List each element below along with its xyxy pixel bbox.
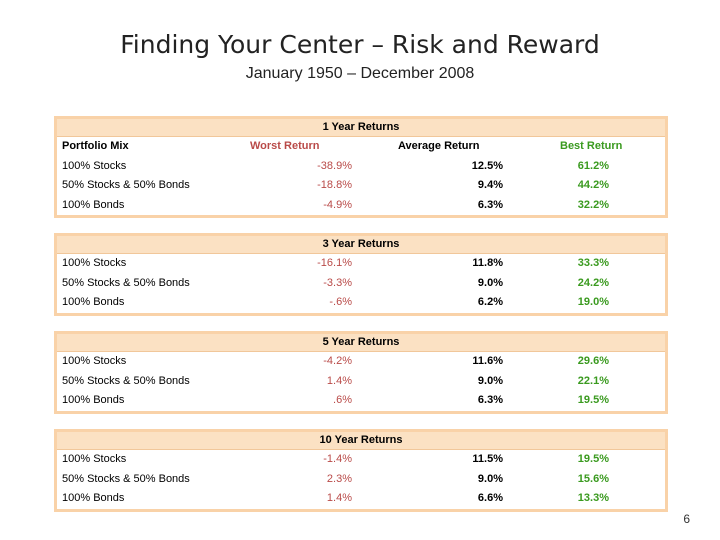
cell-mix: 100% Stocks	[62, 257, 127, 269]
cell-worst: 1.4%	[326, 492, 352, 504]
cell-worst: .6%	[333, 394, 352, 406]
cell-worst: -.6%	[329, 296, 352, 308]
returns-table-1-year: 1 Year Returns Portfolio Mix Worst Retur…	[54, 116, 668, 218]
cell-worst: 2.3%	[326, 472, 352, 485]
cell-worst: 1.4%	[326, 374, 352, 387]
cell-average: 11.5%	[472, 453, 503, 465]
cell-mix: 100% Stocks	[62, 453, 127, 465]
cell-mix: 50% Stocks & 50% Bonds	[62, 179, 190, 191]
cell-mix: 50% Stocks & 50% Bonds	[62, 472, 190, 485]
cell-worst: -16.1%	[317, 257, 352, 269]
cell-average: 6.3%	[477, 394, 503, 406]
returns-table-10-year: 10 Year Returns 100% Stocks -1.4% 11.5% …	[54, 429, 668, 512]
table-row: 100% Stocks -4.2% 11.6% 29.6%	[57, 352, 665, 372]
cell-best: 32.2%	[577, 198, 609, 211]
cell-average: 9.4%	[477, 179, 503, 191]
cell-best: 33.3%	[577, 257, 609, 269]
cell-mix: 100% Stocks	[62, 159, 127, 172]
cell-average: 6.6%	[477, 492, 503, 504]
cell-mix: 100% Stocks	[62, 355, 127, 367]
cell-best: 13.3%	[577, 492, 609, 504]
cell-best: 29.6%	[577, 355, 609, 367]
cell-best: 24.2%	[577, 276, 609, 289]
table-row: 100% Stocks -1.4% 11.5% 19.5%	[57, 450, 665, 470]
cell-worst: -4.9%	[323, 198, 352, 211]
cell-mix: 100% Bonds	[62, 492, 125, 504]
table-row: 100% Bonds 1.4% 6.6% 13.3%	[57, 489, 665, 509]
cell-best: 22.1%	[577, 374, 609, 387]
slide-title: Finding Your Center – Risk and Reward	[120, 30, 600, 59]
cell-mix: 50% Stocks & 50% Bonds	[62, 374, 190, 387]
cell-mix: 50% Stocks & 50% Bonds	[62, 276, 190, 289]
table-row: 50% Stocks & 50% Bonds -3.3% 9.0% 24.2%	[57, 274, 665, 294]
cell-worst: -18.8%	[317, 179, 352, 191]
cell-best: 19.5%	[577, 394, 609, 406]
slide-subtitle: January 1950 – December 2008	[245, 65, 475, 82]
column-header-mix: Portfolio Mix	[62, 140, 129, 152]
cell-average: 9.0%	[477, 472, 503, 485]
cell-average: 11.8%	[472, 257, 503, 269]
cell-best: 15.6%	[577, 472, 609, 485]
cell-average: 9.0%	[477, 374, 503, 387]
cell-average: 11.6%	[472, 355, 503, 367]
cell-worst: -4.2%	[323, 355, 352, 367]
page-number: 6	[683, 512, 690, 526]
cell-best: 19.5%	[577, 453, 609, 465]
cell-average: 6.2%	[477, 296, 503, 308]
table-row: 50% Stocks & 50% Bonds 1.4% 9.0% 22.1%	[57, 372, 665, 392]
table-row: 50% Stocks & 50% Bonds -18.8% 9.4% 44.2%	[57, 176, 665, 196]
table-heading: 5 Year Returns	[57, 334, 665, 352]
table-row: 100% Stocks -38.9% 12.5% 61.2%	[57, 157, 665, 177]
table-heading: 3 Year Returns	[57, 236, 665, 254]
cell-mix: 100% Bonds	[62, 296, 125, 308]
cell-average: 9.0%	[477, 276, 503, 289]
table-row: 100% Bonds .6% 6.3% 19.5%	[57, 391, 665, 411]
table-row: 100% Bonds -4.9% 6.3% 32.2%	[57, 196, 665, 216]
column-header-row: Portfolio Mix Worst Return Average Retur…	[57, 137, 665, 157]
cell-worst: -38.9%	[317, 159, 352, 172]
table-heading: 10 Year Returns	[57, 432, 665, 450]
table-row: 100% Bonds -.6% 6.2% 19.0%	[57, 293, 665, 313]
cell-best: 19.0%	[577, 296, 609, 308]
cell-mix: 100% Bonds	[62, 198, 125, 211]
table-row: 50% Stocks & 50% Bonds 2.3% 9.0% 15.6%	[57, 470, 665, 490]
column-header-average: Average Return	[398, 140, 480, 152]
returns-table-5-year: 5 Year Returns 100% Stocks -4.2% 11.6% 2…	[54, 331, 668, 414]
column-header-best: Best Return	[560, 140, 623, 152]
column-header-worst: Worst Return	[250, 140, 320, 152]
table-heading: 1 Year Returns	[57, 119, 665, 137]
cell-best: 61.2%	[577, 159, 609, 172]
cell-best: 44.2%	[577, 179, 609, 191]
table-row: 100% Stocks -16.1% 11.8% 33.3%	[57, 254, 665, 274]
cell-mix: 100% Bonds	[62, 394, 125, 406]
cell-worst: -1.4%	[323, 453, 352, 465]
cell-average: 6.3%	[477, 198, 503, 211]
returns-table-3-year: 3 Year Returns 100% Stocks -16.1% 11.8% …	[54, 233, 668, 316]
cell-average: 12.5%	[471, 159, 503, 172]
cell-worst: -3.3%	[323, 276, 352, 289]
